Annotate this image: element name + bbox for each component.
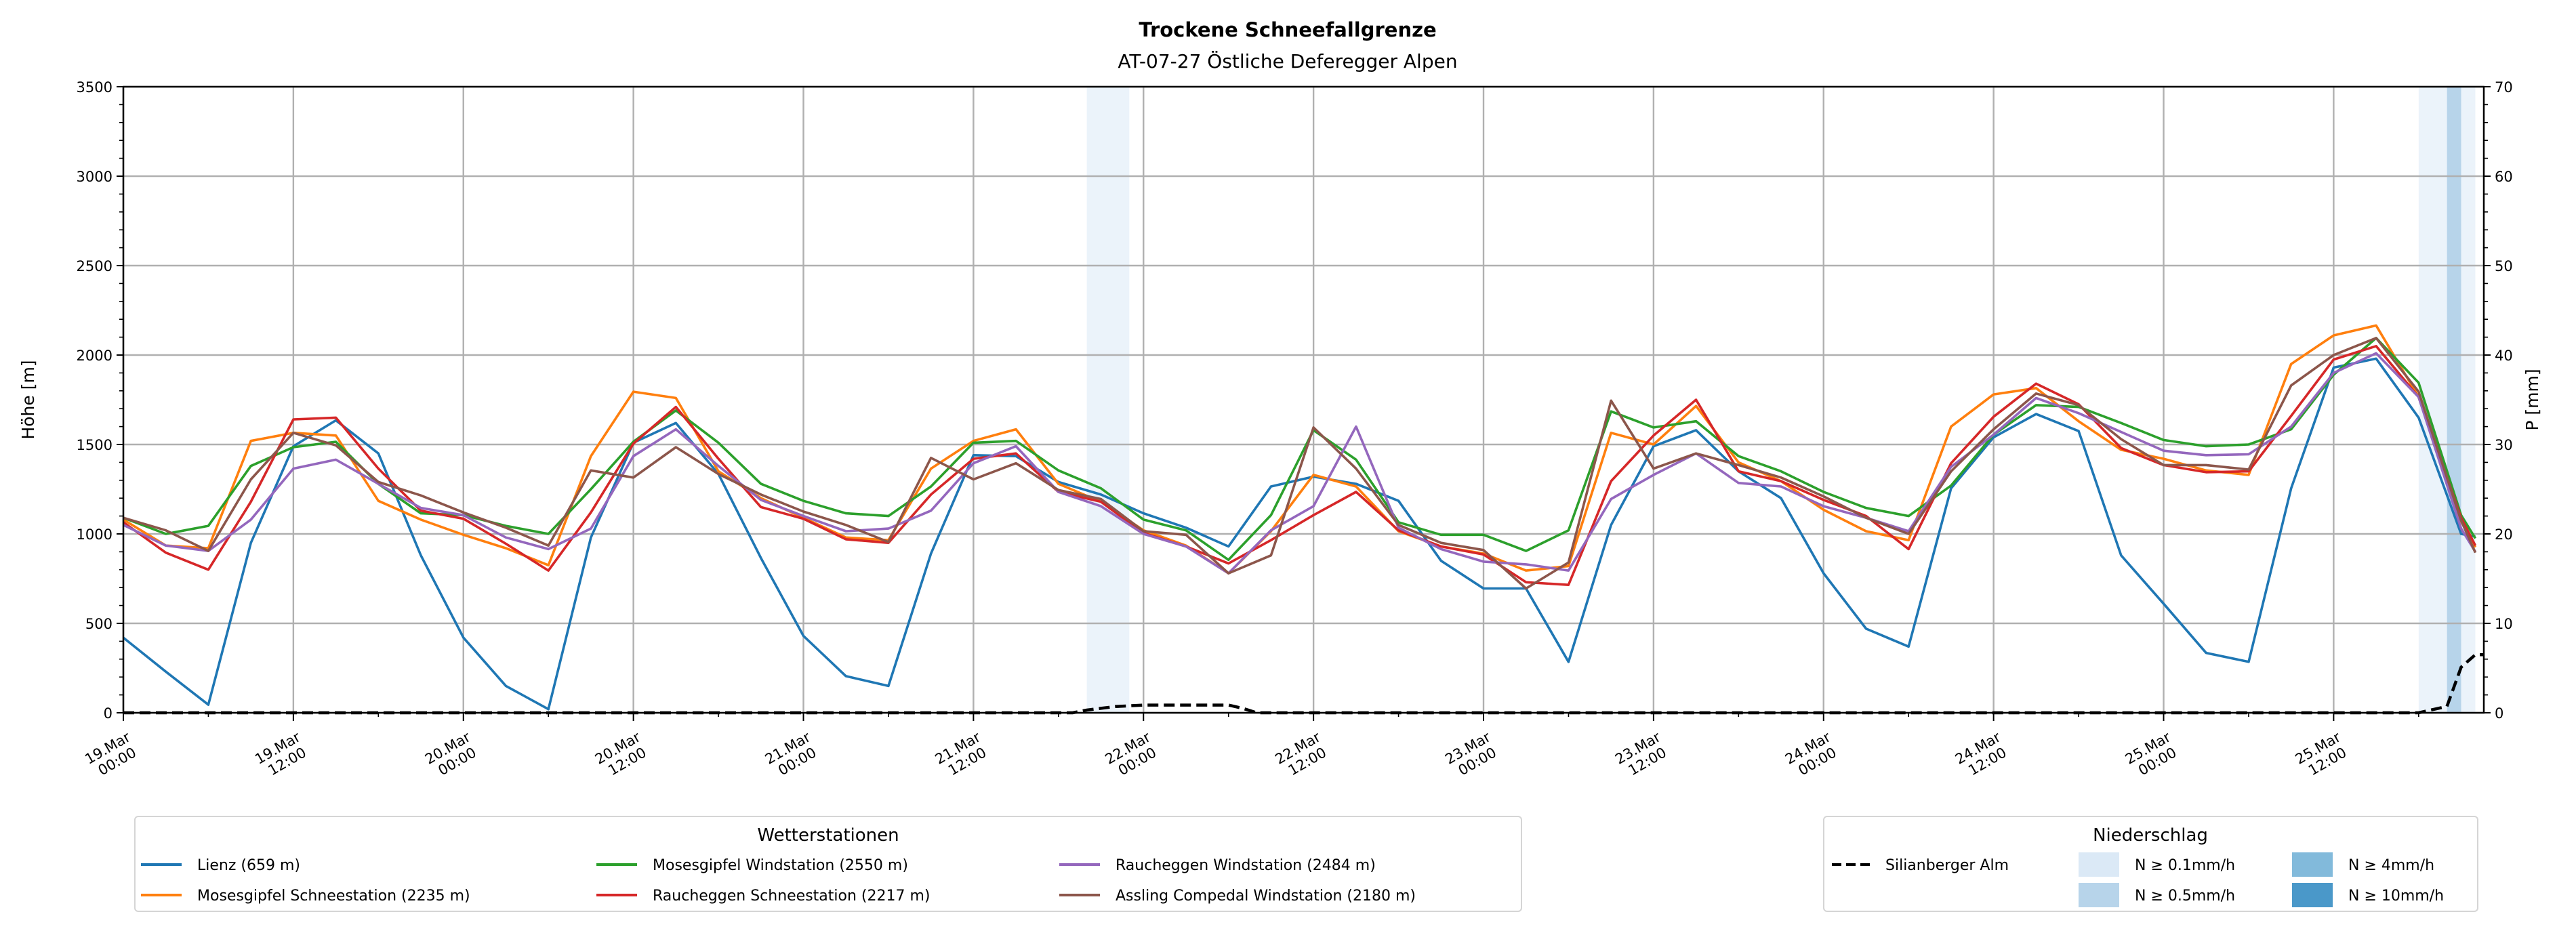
series-line-5 [123, 337, 2477, 590]
legend-stations: Wetterstationen Lienz (659 m) Mosesgipfel… [134, 816, 1522, 912]
y-axis-label: Höhe [m] [18, 360, 38, 439]
legend-stations-box [134, 816, 1522, 912]
series-line-3 [122, 344, 2477, 587]
y-tick-label: 0 [104, 705, 113, 722]
y-tick-label: 2000 [77, 348, 113, 364]
x-tick-label: 20.Mar00:00 [422, 728, 482, 781]
precip-band [1086, 87, 1130, 713]
y2-tick-label: 0 [2495, 705, 2503, 722]
legend-swatch [2079, 883, 2119, 907]
legend-stations-title: Wetterstationen [757, 825, 899, 846]
x-tick-label: 21.Mar00:00 [762, 728, 822, 781]
y-tick-label: 1000 [77, 526, 113, 543]
legend-label: Assling Compedal Windstation (2180 m) [1116, 888, 1416, 905]
precip-bands [1086, 87, 2476, 713]
legend-item: Raucheggen Schneestation (2217 m) [596, 888, 931, 905]
chart-title: Trockene Schneefallgrenze [1139, 18, 1436, 41]
precip-line-group [123, 652, 2484, 715]
x-tick-label: 20.Mar12:00 [592, 728, 652, 781]
legend-precip-line-label: Silianberger Alm [1885, 857, 2009, 874]
y-tick-label: 3000 [77, 169, 113, 185]
y-tick-label: 1500 [77, 437, 113, 453]
legend-label: N ≥ 0.1mm/h [2135, 857, 2235, 874]
legend-swatch [2292, 883, 2333, 907]
legend-item: Mosesgipfel Schneestation (2235 m) [141, 888, 470, 905]
x-tick-label: 19.Mar00:00 [82, 728, 142, 781]
legend-label: N ≥ 10mm/h [2348, 888, 2444, 905]
y-tick-label: 2500 [77, 258, 113, 274]
plot-frame [122, 85, 2485, 714]
legend-precip: Niederschlag Silianberger Alm N ≥ 0.1mm/… [1823, 816, 2478, 912]
legend-item: N ≥ 4mm/h [2292, 852, 2434, 877]
legend-swatch [2292, 852, 2333, 877]
x-tick-label: 24.Mar00:00 [1782, 728, 1842, 781]
legend-item: N ≥ 0.5mm/h [2079, 883, 2235, 907]
y2-tick-label: 50 [2495, 258, 2513, 274]
x-tick-label: 21.Mar12:00 [933, 728, 992, 781]
legend-item: Mosesgipfel Windstation (2550 m) [596, 857, 908, 874]
legend-item: Raucheggen Windstation (2484 m) [1059, 857, 1376, 874]
y2-tick-label: 40 [2495, 348, 2513, 364]
precip-band [2461, 87, 2476, 713]
legend-item: Assling Compedal Windstation (2180 m) [1059, 888, 1416, 905]
legend-label: Mosesgipfel Windstation (2550 m) [653, 857, 908, 874]
chart-subtitle: AT-07-27 Östliche Deferegger Alpen [1118, 49, 1457, 72]
series-lines [122, 324, 2477, 711]
legend-label: Mosesgipfel Schneestation (2235 m) [197, 888, 470, 905]
legend-label: N ≥ 0.5mm/h [2135, 888, 2235, 905]
grid-lines [122, 85, 2484, 714]
legend-label: Raucheggen Windstation (2484 m) [1116, 857, 1376, 874]
series-line-4 [123, 352, 2477, 575]
x-tick-label: 23.Mar00:00 [1442, 728, 1502, 781]
y-tick-label: 500 [85, 616, 113, 632]
legend-swatch [2079, 852, 2119, 877]
legend-item: N ≥ 10mm/h [2292, 883, 2444, 907]
legend-item: N ≥ 0.1mm/h [2079, 852, 2235, 877]
y2-tick-label: 60 [2495, 169, 2513, 185]
x-tick-label: 22.Mar12:00 [1272, 728, 1332, 781]
precip-band [2447, 87, 2461, 713]
x-tick-label: 19.Mar12:00 [252, 728, 312, 781]
legend-precip-title: Niederschlag [2093, 825, 2208, 846]
x-tick-label: 25.Mar12:00 [2293, 728, 2352, 781]
y2-tick-label: 70 [2495, 79, 2513, 96]
y2-tick-label: 10 [2495, 616, 2513, 632]
x-tick-label: 25.Mar00:00 [2123, 728, 2182, 781]
legend-label: Lienz (659 m) [197, 857, 300, 874]
legend-label: Raucheggen Schneestation (2217 m) [653, 888, 931, 905]
axis-ticks: 0 500 1000 1500 2000 2500 3000 3500 0 10 20 30 40 50 6… [77, 79, 2513, 781]
y2-axis-label: P [mm] [2522, 369, 2542, 430]
precip-line [123, 652, 2484, 715]
y2-tick-label: 30 [2495, 437, 2513, 453]
x-tick-label: 23.Mar12:00 [1612, 728, 1672, 781]
y-tick-label: 3500 [77, 79, 113, 96]
legend-item: Lienz (659 m) [141, 857, 300, 874]
x-tick-label: 22.Mar00:00 [1103, 728, 1162, 781]
x-tick-label: 24.Mar12:00 [1953, 728, 2012, 781]
legend-label: N ≥ 4mm/h [2348, 857, 2434, 874]
y2-tick-label: 20 [2495, 526, 2513, 543]
